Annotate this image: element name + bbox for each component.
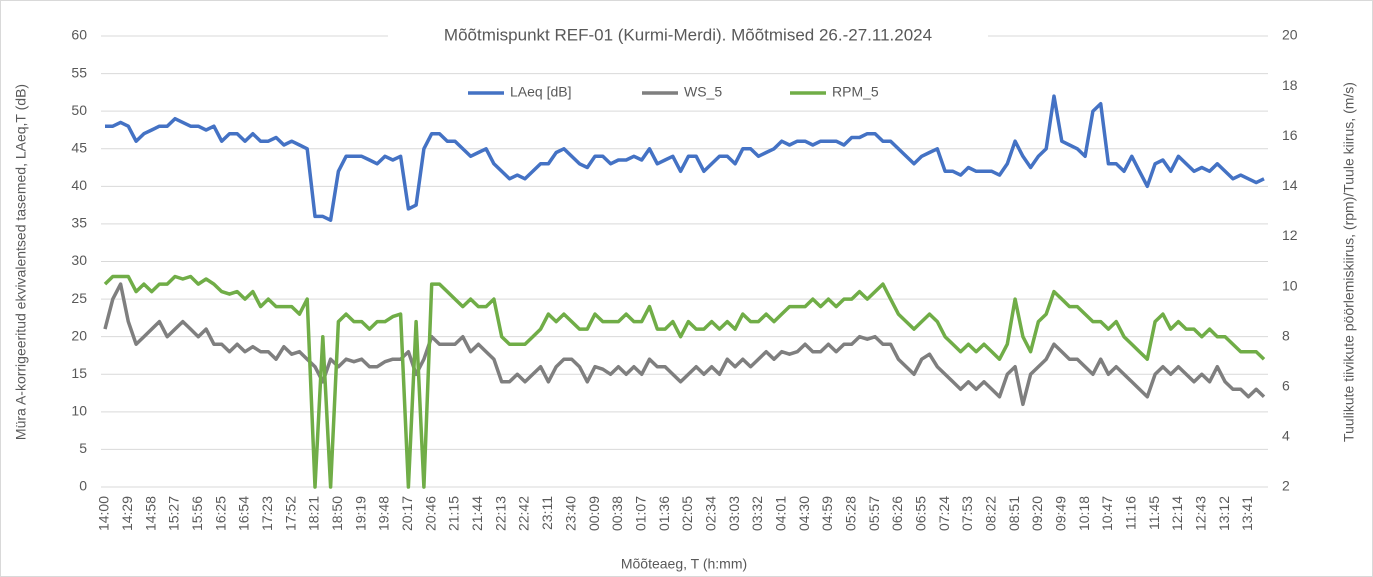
x-tick-label: 10:47 (1099, 496, 1115, 531)
x-tick-label: 04:30 (796, 496, 812, 531)
x-tick-label: 17:23 (259, 496, 275, 531)
x-tick-label: 14:00 (96, 496, 112, 531)
x-tick-label: 22:13 (492, 496, 508, 531)
x-tick-label: 21:44 (469, 496, 485, 531)
y-tick-label: 15 (71, 365, 87, 381)
x-tick-label: 01:07 (632, 496, 648, 531)
x-tick-label: 03:32 (749, 496, 765, 531)
x-tick-label: 02:05 (679, 496, 695, 531)
x-tick-label: 02:34 (702, 496, 718, 531)
x-tick-label: 19:19 (352, 496, 368, 531)
x-tick-label: 00:09 (586, 496, 602, 531)
x-axis-title: Mõõteaeg, T (h:mm) (621, 556, 747, 572)
y2-tick-label: 14 (1282, 177, 1298, 193)
y-tick-label: 55 (71, 64, 87, 80)
x-tick-label: 11:16 (1122, 496, 1138, 530)
x-tick-label: 03:03 (726, 496, 742, 531)
y2-tick-label: 10 (1282, 277, 1298, 293)
y-tick-label: 45 (71, 139, 87, 155)
title-bg (388, 24, 988, 48)
y2-tick-label: 2 (1282, 478, 1290, 494)
x-tick-label: 12:43 (1192, 496, 1208, 531)
series-line (103, 274, 1266, 489)
y2-tick-label: 4 (1282, 428, 1290, 444)
x-tick-label: 13:41 (1239, 496, 1255, 531)
y-tick-label: 35 (71, 215, 87, 231)
x-tick-label: 22:42 (516, 496, 532, 531)
x-tick-label: 04:01 (772, 496, 788, 531)
x-tick-label: 06:55 (912, 496, 928, 531)
y2-tick-label: 8 (1282, 327, 1290, 343)
x-tick-label: 13:12 (1216, 496, 1232, 531)
x-tick-label: 09:20 (1029, 496, 1045, 531)
y-tick-label: 10 (71, 403, 87, 419)
y-tick-label: 50 (71, 102, 87, 118)
x-tick-label: 20:46 (422, 496, 438, 531)
y-tick-label: 60 (71, 27, 87, 43)
x-tick-label: 15:27 (166, 496, 182, 531)
grid (101, 35, 1268, 488)
x-tick-label: 01:36 (656, 496, 672, 531)
x-tick-label: 05:57 (866, 496, 882, 531)
x-tick-label: 00:38 (609, 496, 625, 531)
series-line (105, 94, 1265, 222)
y2-tick-label: 18 (1282, 77, 1298, 93)
x-tick-label: 14:29 (119, 496, 135, 531)
legend-label: LAeq [dB] (510, 84, 572, 100)
x-tick-label: 15:56 (189, 496, 205, 531)
y-tick-label: 20 (71, 327, 87, 343)
x-tick-label: 11:45 (1146, 496, 1162, 530)
y-tick-label: 40 (71, 177, 87, 193)
x-tick-label: 07:24 (936, 496, 952, 531)
y-tick-label: 25 (71, 290, 87, 306)
x-tick-label: 08:22 (982, 496, 998, 531)
x-tick-label: 08:51 (1006, 496, 1022, 531)
y2-tick-label: 6 (1282, 377, 1290, 393)
legend-label: WS_5 (684, 84, 722, 100)
y2-tick-label: 20 (1282, 27, 1298, 43)
y2-axis-title: Tuulikute tiivikute pöörlemiskiirus, (rp… (1341, 82, 1357, 442)
x-tick-label: 20:17 (399, 496, 415, 531)
series-line (103, 282, 1266, 407)
y2-tick-label: 16 (1282, 127, 1298, 143)
y-tick-label: 30 (71, 252, 87, 268)
x-tick-label: 18:21 (306, 496, 322, 531)
y-axis-title: Müra A-korrigeeritud ekvivalentsed tasem… (13, 84, 29, 440)
x-tick-label: 07:53 (959, 496, 975, 531)
y-tick-label: 0 (79, 478, 87, 494)
x-tick-label: 09:49 (1052, 496, 1068, 531)
x-tick-label: 18:50 (329, 496, 345, 531)
plot (103, 94, 1266, 489)
x-tick-label: 10:18 (1076, 496, 1092, 531)
x-tick-label: 12:14 (1169, 496, 1185, 531)
y-tick-label: 5 (79, 440, 87, 456)
x-tick-label: 19:48 (376, 496, 392, 531)
x-tick-label: 05:28 (842, 496, 858, 531)
chart-title: Mõõtmispunkt REF-01 (Kurmi-Merdi). Mõõtm… (444, 25, 932, 44)
y2-tick-label: 12 (1282, 227, 1298, 243)
x-tick-label: 23:40 (562, 496, 578, 531)
x-tick-label: 21:15 (446, 496, 462, 531)
x-tick-label: 16:54 (236, 496, 252, 531)
x-tick-label: 04:59 (819, 496, 835, 531)
legend-label: RPM_5 (832, 84, 879, 100)
x-tick-label: 14:58 (142, 496, 158, 531)
x-tick-label: 23:11 (539, 496, 555, 530)
x-tick-label: 06:26 (889, 496, 905, 531)
x-tick-label: 17:52 (282, 496, 298, 531)
x-tick-label: 16:25 (212, 496, 228, 531)
